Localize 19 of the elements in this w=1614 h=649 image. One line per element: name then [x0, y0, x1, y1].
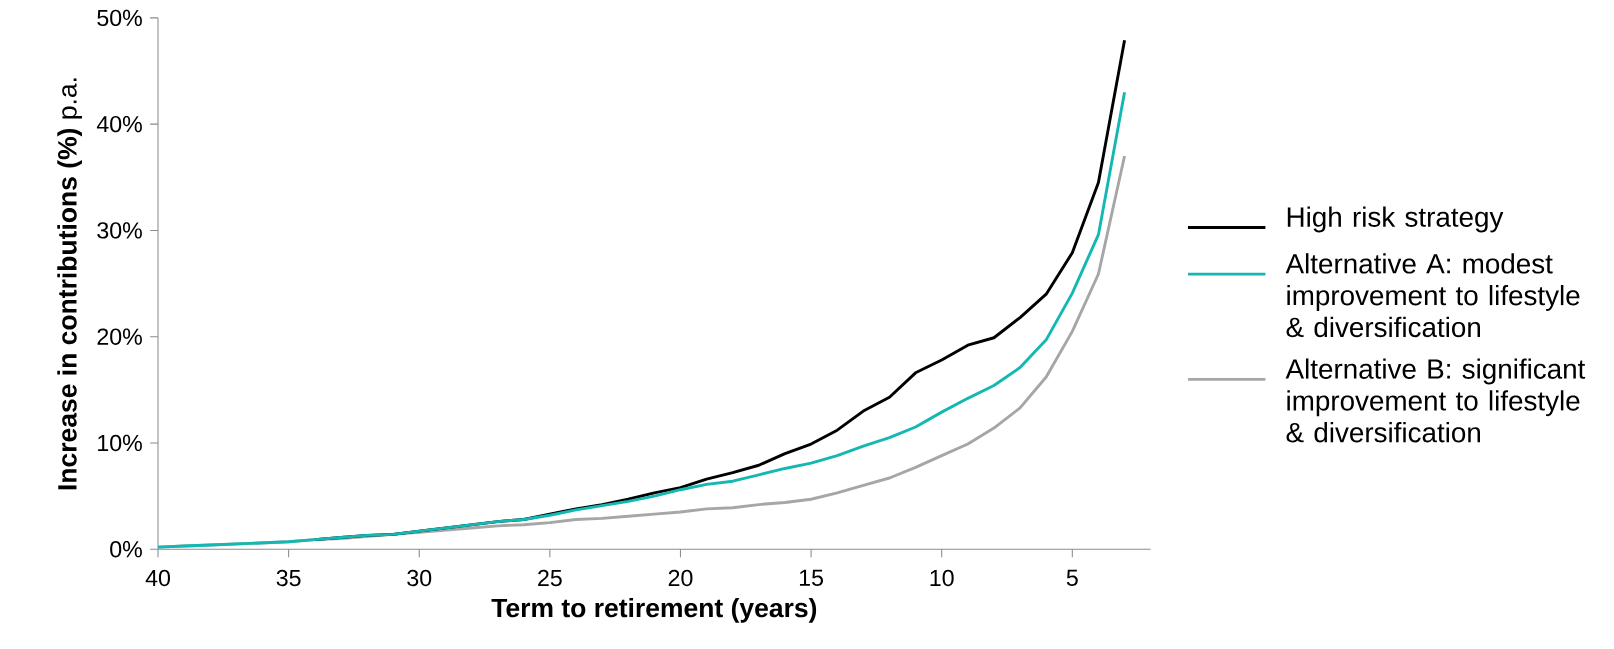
x-tick-label: 15	[799, 570, 823, 587]
legend-label: Alternative B: significant improvement to lifestyle & diversification	[1285, 358, 1586, 443]
y-tick-label: 40%	[96, 116, 142, 133]
x-tick-label: 5	[1066, 570, 1078, 587]
y-tick-label: 0%	[110, 541, 142, 558]
y-tick-label: 20%	[97, 328, 142, 346]
y-axis-title: Increase in contributions (%) p.a.	[57, 78, 82, 490]
x-axis-title: Term to retirement (years)	[491, 598, 817, 623]
x-tick-label: 25	[538, 570, 562, 587]
x-tick-label: 30	[407, 570, 432, 587]
legend-label: Alternative A: modest improvement to lifestyle & diversification	[1285, 253, 1580, 338]
legend-label: High risk strategy	[1287, 206, 1504, 233]
x-tick-label: 40	[145, 570, 170, 587]
y-tick-label: 50%	[97, 9, 142, 27]
y-tick-label: 30%	[97, 222, 142, 239]
x-tick-label: 35	[276, 570, 301, 587]
x-tick-label: 20	[668, 570, 693, 587]
x-tick-label: 10	[930, 570, 954, 587]
y-tick-label: 10%	[98, 434, 142, 452]
